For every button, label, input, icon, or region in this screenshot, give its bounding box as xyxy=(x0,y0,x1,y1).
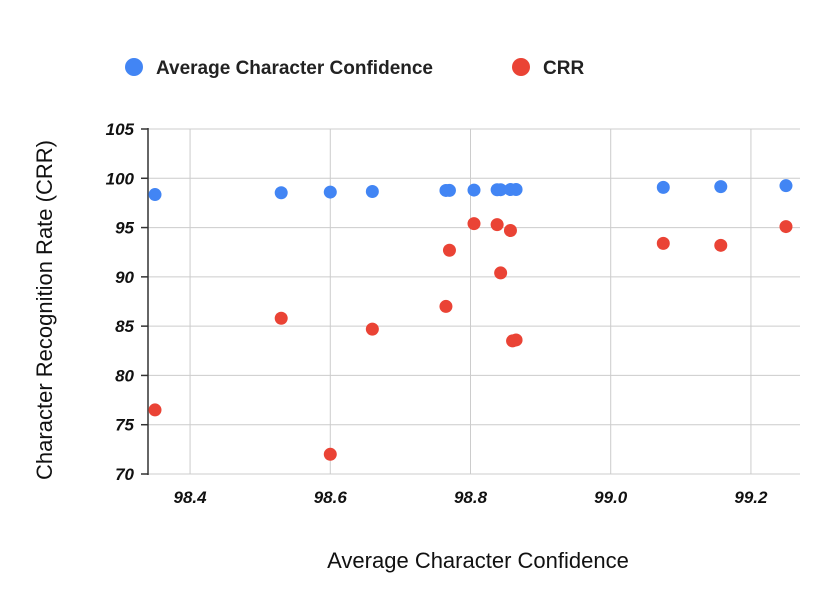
data-point-average-character-confidence[interactable] xyxy=(442,183,456,197)
gridlines xyxy=(148,128,800,475)
data-point-crr[interactable] xyxy=(490,218,504,232)
data-point-crr[interactable] xyxy=(494,266,508,280)
y-tick-label: 90 xyxy=(115,268,134,287)
data-point-crr[interactable] xyxy=(656,236,670,250)
y-tick-label: 100 xyxy=(106,169,135,188)
data-point-crr[interactable] xyxy=(467,217,481,231)
data-point-average-character-confidence[interactable] xyxy=(494,183,508,197)
x-tick-label: 98.6 xyxy=(314,488,348,507)
legend-marker-average-character-confidence xyxy=(125,58,143,76)
x-axis-title: Average Character Confidence xyxy=(327,548,629,573)
data-point-average-character-confidence[interactable] xyxy=(365,184,379,198)
y-tick-label: 70 xyxy=(115,465,134,484)
y-axis-title: Character Recognition Rate (CRR) xyxy=(32,140,57,480)
data-point-crr[interactable] xyxy=(714,238,728,252)
data-point-average-character-confidence[interactable] xyxy=(656,180,670,194)
x-tick-label: 98.4 xyxy=(174,488,208,507)
data-point-crr[interactable] xyxy=(442,243,456,257)
legend-label-crr: CRR xyxy=(543,58,584,79)
y-tick-label: 105 xyxy=(106,120,135,139)
data-point-average-character-confidence[interactable] xyxy=(467,183,481,197)
y-tick-label: 85 xyxy=(115,317,134,336)
legend-item-crr[interactable]: CRR xyxy=(512,58,584,79)
data-points xyxy=(148,179,793,461)
y-tick-label: 95 xyxy=(115,219,134,238)
data-point-crr[interactable] xyxy=(439,299,453,313)
data-point-average-character-confidence[interactable] xyxy=(274,186,288,200)
data-point-crr[interactable] xyxy=(779,220,793,234)
data-point-crr[interactable] xyxy=(323,447,337,461)
x-tick-label: 99.0 xyxy=(594,488,628,507)
legend-marker-crr xyxy=(512,58,530,76)
axes: 70 75 80 85 90 95 100 105 98.4 98.6 98.8 99.0 99.2 xyxy=(106,120,768,507)
legend-label-average-character-confidence: Average Character Confidence xyxy=(156,58,433,79)
data-point-crr[interactable] xyxy=(365,322,379,336)
data-point-average-character-confidence[interactable] xyxy=(779,179,793,193)
data-point-crr[interactable] xyxy=(509,333,523,347)
data-point-crr[interactable] xyxy=(148,403,162,417)
x-tick-label: 98.8 xyxy=(454,488,488,507)
data-point-average-character-confidence[interactable] xyxy=(323,185,337,199)
data-point-average-character-confidence[interactable] xyxy=(714,180,728,194)
data-point-crr[interactable] xyxy=(503,224,517,238)
legend: Average Character Confidence CRR xyxy=(125,58,584,79)
data-point-average-character-confidence[interactable] xyxy=(509,182,523,196)
data-point-crr[interactable] xyxy=(274,311,288,325)
y-tick-label: 80 xyxy=(115,366,134,385)
y-tick-label: 75 xyxy=(115,416,134,435)
x-tick-label: 99.2 xyxy=(734,488,768,507)
legend-item-average-character-confidence[interactable]: Average Character Confidence xyxy=(125,58,433,79)
data-point-average-character-confidence[interactable] xyxy=(148,188,162,202)
